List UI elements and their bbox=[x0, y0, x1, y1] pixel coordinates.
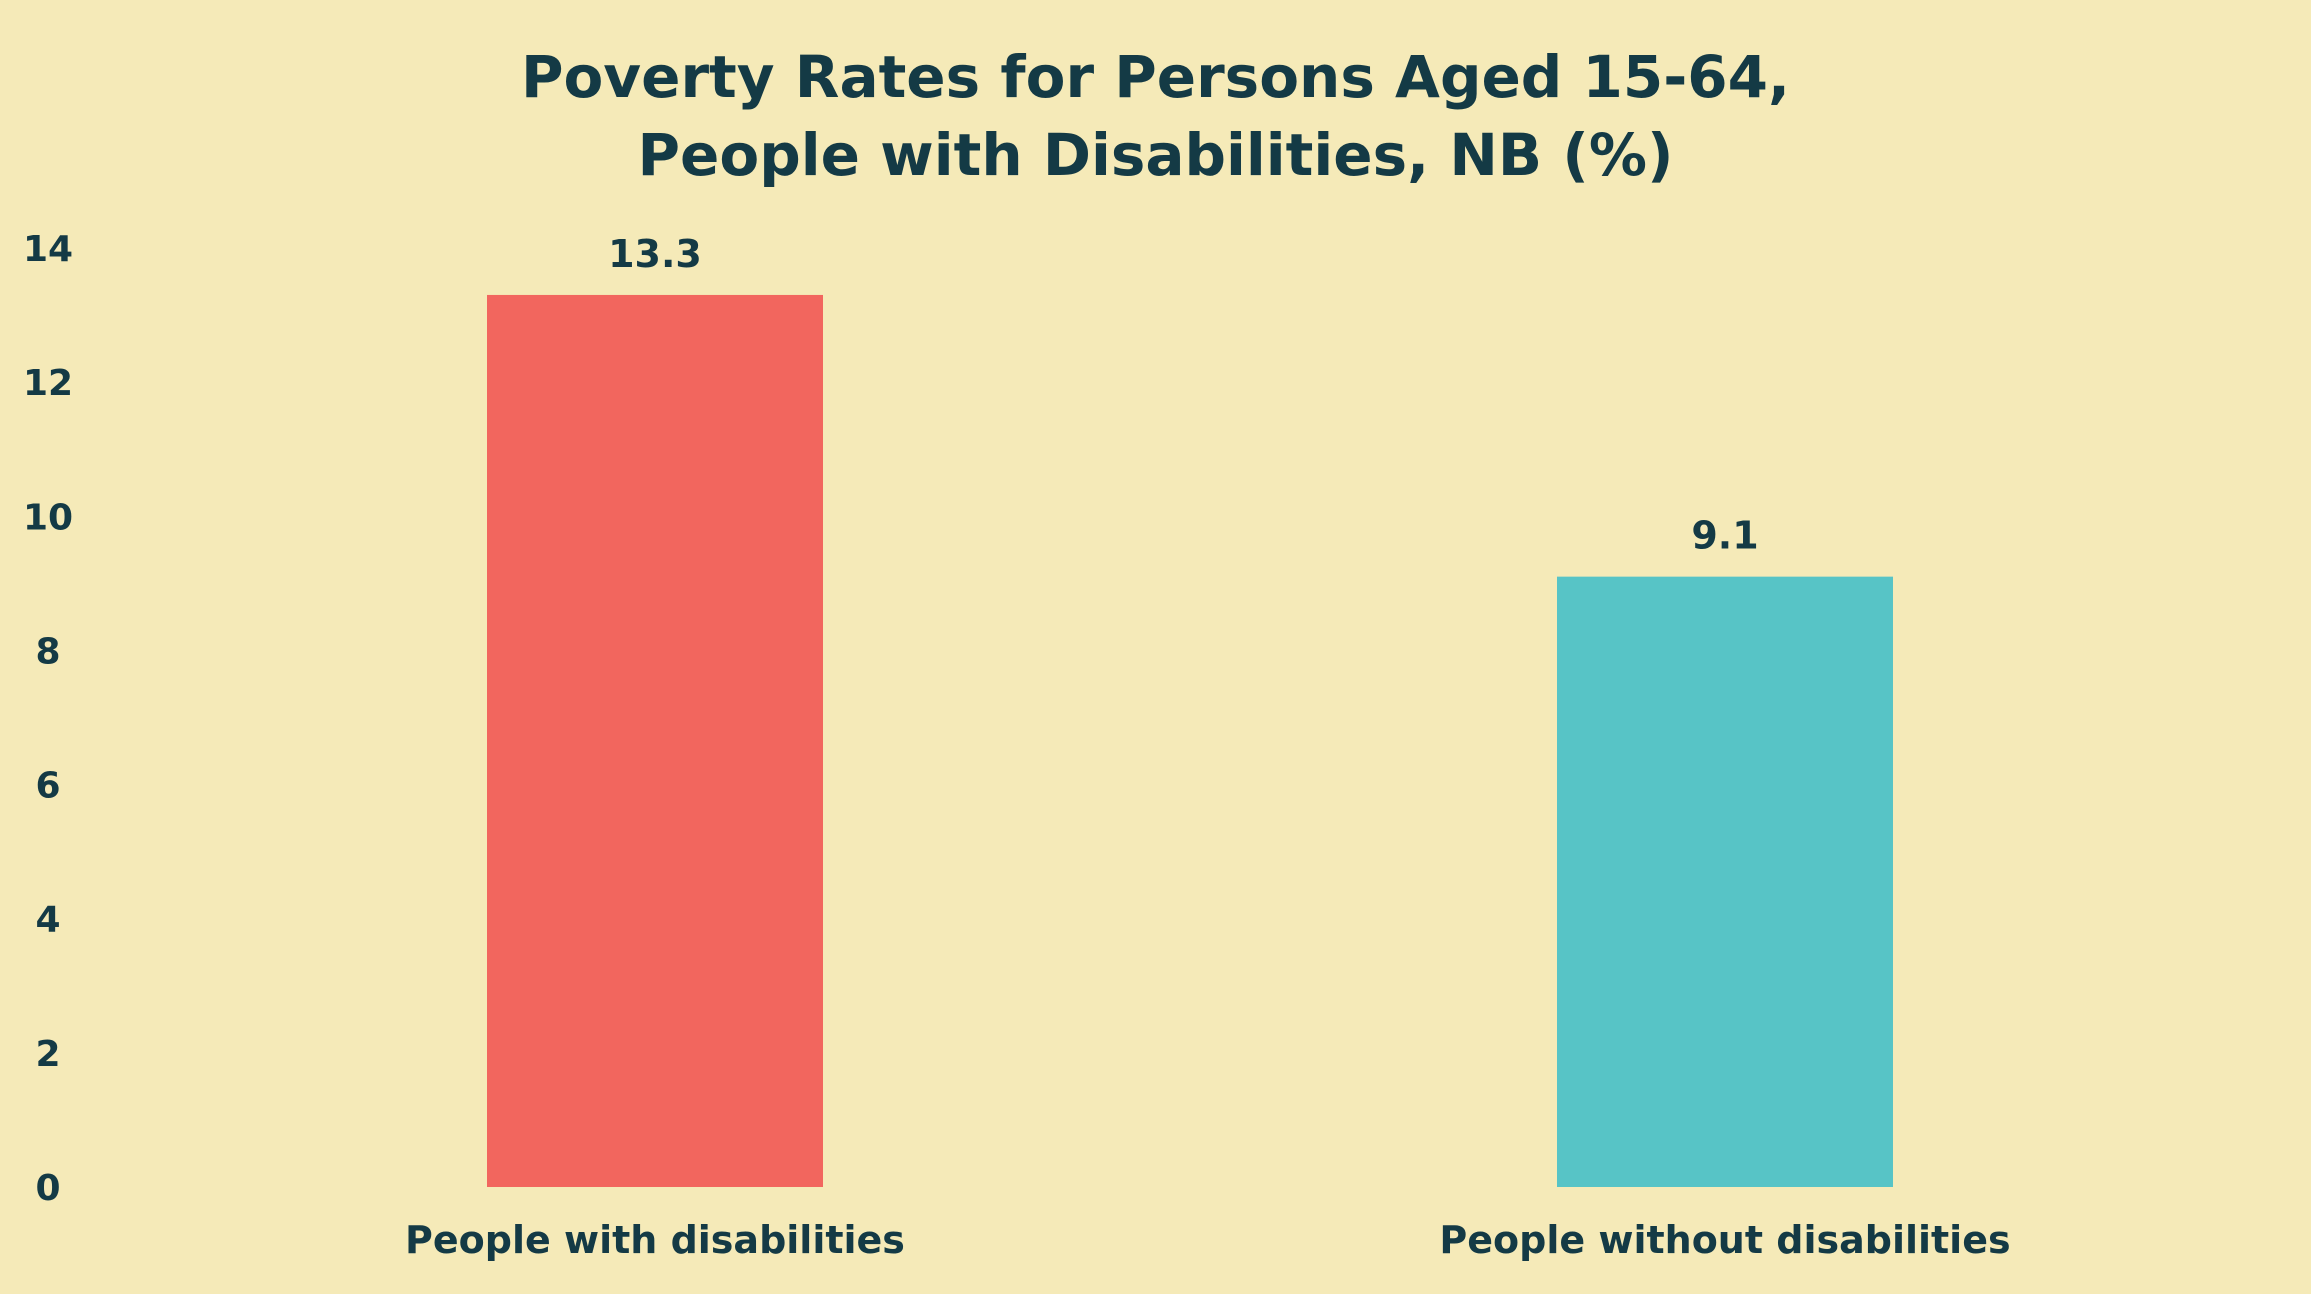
y-tick-label-14: 14 bbox=[23, 229, 73, 270]
data-label-1: 13.3 bbox=[608, 232, 702, 276]
x-axis-ticks: People with disabilities People without d… bbox=[405, 1218, 2011, 1262]
y-tick-label-0: 0 bbox=[35, 1168, 60, 1209]
bar-2 bbox=[1557, 576, 1893, 1187]
x-tick-label-2: People without disabilities bbox=[1439, 1218, 2010, 1262]
y-tick-label-2: 2 bbox=[35, 1034, 60, 1075]
y-tick-label-6: 6 bbox=[35, 766, 60, 807]
y-axis-ticks: 0 2 4 6 8 10 12 14 bbox=[23, 229, 73, 1209]
x-tick-label-1: People with disabilities bbox=[405, 1218, 905, 1262]
data-labels: 13.3 9.1 bbox=[608, 232, 1759, 558]
chart-title-line-1: Poverty Rates for Persons Aged 15-64, bbox=[520, 43, 1791, 111]
y-tick-label-12: 12 bbox=[23, 363, 73, 404]
y-tick-label-4: 4 bbox=[35, 900, 60, 941]
y-tick-label-10: 10 bbox=[23, 497, 73, 538]
chart-title-line-2: People with Disabilities, NB (%) bbox=[637, 121, 1674, 189]
bar-1 bbox=[487, 294, 823, 1187]
bar-series bbox=[487, 294, 1893, 1187]
chart-title: Poverty Rates for Persons Aged 15-64, Pe… bbox=[0, 38, 2311, 194]
y-tick-label-8: 8 bbox=[35, 631, 60, 672]
data-label-2: 9.1 bbox=[1691, 514, 1758, 558]
